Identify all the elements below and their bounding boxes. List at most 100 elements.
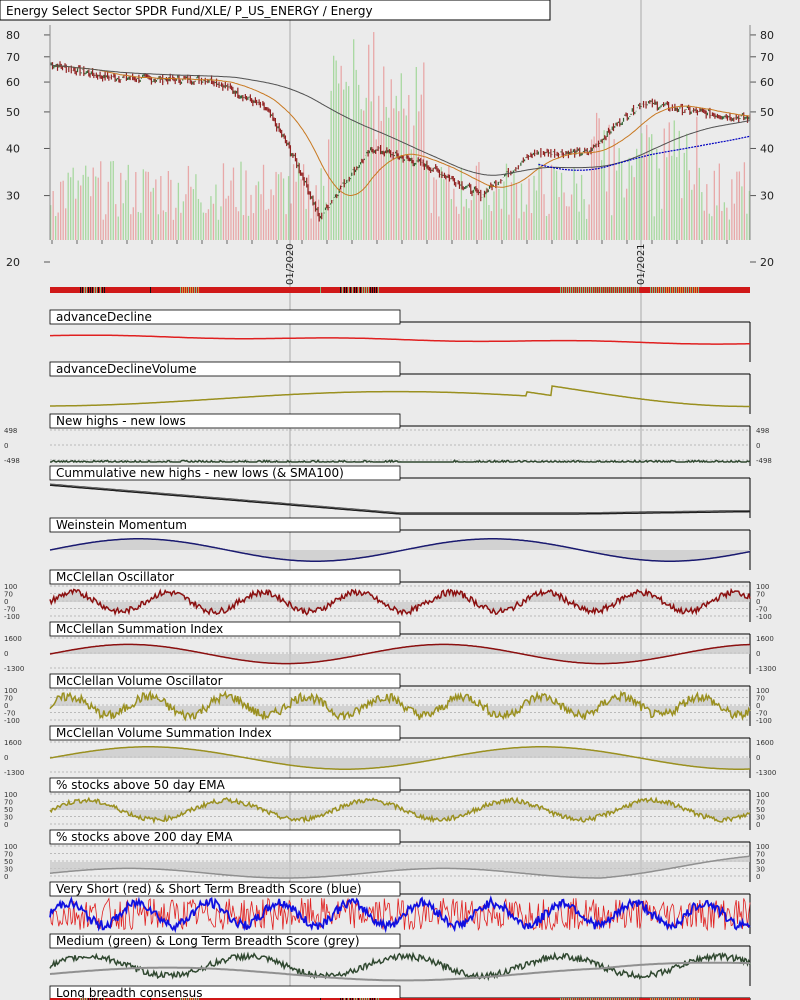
volume-bar [67, 172, 69, 240]
strip-segment [588, 287, 589, 293]
panel-tick-right: 30 [756, 814, 765, 822]
panel-tick-left: 100 [4, 583, 17, 591]
strip-segment [378, 287, 379, 293]
strip-segment [656, 998, 657, 1000]
volume-bar [370, 101, 372, 240]
strip-segment [652, 287, 653, 293]
strip-segment [660, 287, 661, 293]
strip-segment [192, 287, 193, 293]
sma-short [49, 63, 751, 197]
volume-bar [92, 167, 94, 240]
volume-bar [52, 191, 54, 240]
volume-bar [317, 199, 320, 240]
strip-segment [186, 998, 187, 1000]
strip-segment [104, 287, 105, 293]
volume-bar [433, 177, 435, 240]
volume-bar [185, 194, 187, 240]
volume-bar [385, 106, 387, 240]
panel-title-box [49, 673, 401, 689]
strip-segment [86, 287, 87, 293]
panel-line [49, 951, 751, 982]
volume-bar [212, 203, 215, 240]
volume-bar [368, 44, 370, 241]
strip-segment [688, 287, 689, 293]
volume-bar [688, 170, 690, 240]
volume-bar [322, 185, 325, 240]
volume-bar [473, 189, 475, 240]
volume-bar [225, 198, 227, 240]
strip-segment [694, 998, 695, 1000]
panel-tick-right: 1600 [756, 739, 774, 747]
strip-segment [96, 287, 97, 293]
volume-bar [475, 165, 478, 240]
volume-bar [611, 215, 613, 240]
sma-long [49, 63, 751, 176]
strip-segment [658, 998, 659, 1000]
volume-bar [736, 171, 738, 240]
strip-segment [624, 287, 625, 293]
panel-title: Medium (green) & Long Term Breadth Score… [56, 934, 360, 948]
volume-bar [77, 180, 79, 240]
volume-bar [420, 94, 422, 241]
strip-segment [574, 287, 575, 293]
strip-segment [354, 998, 355, 1000]
panel-tick-left: 0 [4, 598, 8, 606]
panel-fill [50, 746, 750, 770]
volume-bar [535, 190, 538, 240]
title-box: Energy Select Sector SPDR Fund/XLE/ P_US… [0, 0, 551, 21]
volume-bar [585, 218, 588, 240]
strip-segment [92, 998, 93, 1000]
strip-segment [180, 287, 181, 293]
strip-segment [668, 287, 669, 293]
strip-segment [696, 998, 697, 1000]
strip-segment [592, 287, 593, 293]
volume-bar [746, 213, 748, 240]
price-tick-label-left: 20 [6, 256, 20, 269]
panel-fill [50, 692, 750, 720]
volume-bar [95, 176, 97, 240]
strip-segment [82, 287, 83, 293]
strip-segment [586, 998, 587, 1000]
panel-title-box [49, 985, 401, 1000]
volume-bar [135, 172, 137, 240]
panel-title: advanceDeclineVolume [56, 362, 197, 376]
strip-segment [664, 287, 665, 293]
panel-tick-left: 0 [4, 650, 8, 658]
volume-bar [683, 152, 685, 240]
strip-segment [574, 998, 575, 1000]
panel-tick-right: 70 [756, 591, 765, 599]
strip-segment [680, 287, 681, 293]
strip-segment [686, 998, 687, 1000]
strip-segment [670, 287, 671, 293]
panel-tick-right: -1300 [756, 665, 776, 673]
panel-tick-right: 100 [756, 791, 769, 799]
volume-bar [435, 179, 437, 240]
strip-segment [86, 998, 87, 1000]
volume-bar [410, 149, 412, 240]
strip-segment [688, 998, 689, 1000]
panel-tick-left: 30 [4, 866, 13, 874]
strip-segment [92, 287, 93, 293]
panel-tick-left: -498 [4, 457, 20, 465]
volume-bar [307, 174, 310, 240]
volume-bar [583, 199, 585, 240]
panel-fill [50, 644, 750, 664]
volume-bar [405, 115, 407, 240]
panel-tick-right: 498 [756, 427, 769, 435]
strip-segment [596, 287, 597, 293]
strip-segment [684, 287, 685, 293]
volume-bar [428, 165, 430, 240]
volume-bar [608, 124, 610, 240]
strip-segment [566, 998, 567, 1000]
volume-bar [626, 188, 628, 240]
volume-bar [398, 111, 400, 240]
panel-tick-right: -70 [756, 710, 767, 718]
strip-segment [634, 287, 635, 293]
panel-line [49, 689, 751, 722]
volume-bar [543, 194, 545, 240]
strip-segment [638, 998, 639, 1000]
strip-segment [564, 287, 565, 293]
panel-tick-left: 100 [4, 791, 17, 799]
volume-bar [495, 180, 498, 240]
strip-segment [356, 287, 357, 293]
